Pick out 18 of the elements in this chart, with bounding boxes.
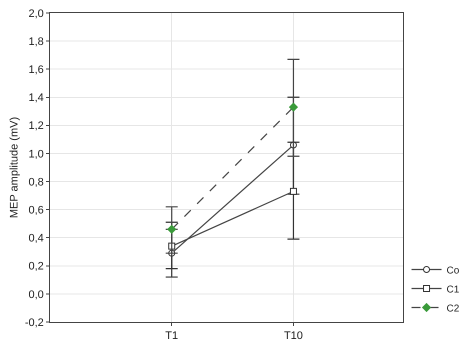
- legend-label: Co: [446, 265, 460, 276]
- y-tick-label: 1,8: [28, 36, 44, 48]
- y-tick-label: 0,2: [28, 260, 44, 273]
- y-tick-label: 1,0: [28, 148, 44, 160]
- legend-label: C2: [446, 303, 460, 314]
- y-axis-title: MEP amplitude (mV): [8, 116, 20, 218]
- y-tick-label: 1,6: [28, 64, 44, 76]
- x-tick-label: T1: [165, 330, 178, 342]
- y-tick-label: 0,6: [28, 204, 44, 216]
- legend-label: C1: [446, 284, 460, 296]
- y-tick-label: 2,0: [28, 8, 44, 20]
- y-tick-label: 0,0: [28, 288, 44, 301]
- x-tick-label: T10: [284, 330, 303, 342]
- y-tick-label: 0,4: [28, 232, 44, 245]
- y-tick-label: -0,2: [24, 316, 44, 329]
- y-tick-label: 1,2: [28, 120, 44, 132]
- y-tick-label: 1,4: [28, 92, 44, 104]
- y-tick-label: 0,8: [28, 176, 44, 188]
